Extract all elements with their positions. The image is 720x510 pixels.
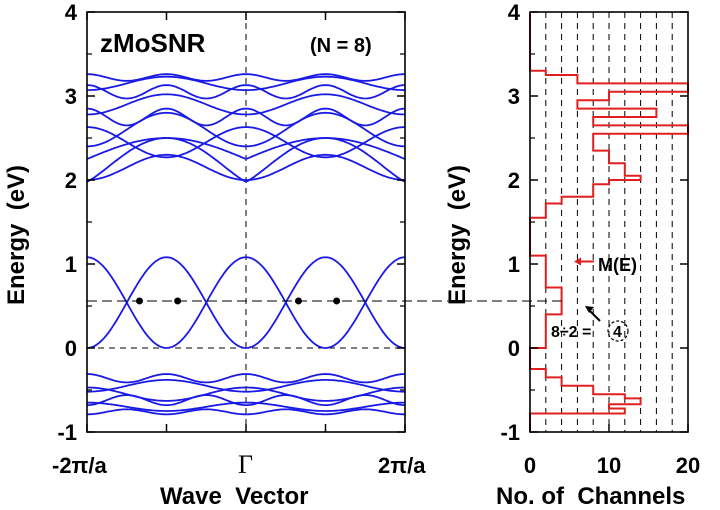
x-tick-gamma: Γ	[238, 450, 253, 479]
left-y-tick-label: -1	[57, 420, 77, 445]
y-axis-title-left: Energy (eV)	[3, 165, 30, 305]
x-axis-title-right: No. of Channels	[496, 483, 685, 510]
channels-step-curve	[529, 12, 689, 432]
band-valence-2	[87, 379, 405, 393]
band-upper-3	[86, 107, 406, 127]
x-axis-title-left: Wave Vector	[160, 483, 309, 510]
mode-count-equation: 8÷2 =	[551, 324, 591, 341]
right-x-tick-label: 20	[676, 453, 700, 478]
band-valence-5	[87, 401, 405, 412]
band-conduction-1	[86, 256, 406, 349]
right-x-tick-label: 0	[524, 453, 536, 478]
x-tick-right: 2π/a	[378, 453, 426, 478]
probe-arrowhead	[585, 306, 594, 313]
band-valence-6	[86, 408, 406, 416]
right-y-tick-label: -1	[500, 420, 520, 445]
result-circle	[607, 320, 629, 342]
band-mid-2	[87, 153, 405, 181]
mode-count-result: 4	[613, 324, 622, 341]
band-upper-8	[86, 137, 406, 160]
right-y-tick-label: 2	[508, 168, 520, 193]
material-label: zMoSNR	[100, 28, 206, 58]
band-upper-5	[86, 84, 406, 100]
left-y-tick-label: 4	[65, 0, 78, 25]
band-mid-1	[86, 137, 406, 183]
ribbon-width-label: (N = 8)	[310, 35, 372, 57]
right-y-tick-label: 0	[508, 336, 520, 361]
band-valence-1	[86, 373, 406, 384]
left-y-tick-label: 1	[65, 252, 77, 277]
left-y-tick-label: 3	[65, 84, 77, 109]
right-y-tick-label: 3	[508, 84, 520, 109]
band-structure-panel: -1 0 1 2 3 4	[57, 0, 406, 445]
band-conduction-2	[86, 256, 406, 349]
x-tick-left: -2π/a	[52, 453, 108, 478]
band-valence-4	[87, 394, 405, 406]
band-upper-4	[86, 93, 406, 116]
me-arrowhead	[574, 257, 581, 266]
right-x-tick-label: 10	[597, 453, 621, 478]
right-y-tick-label: 4	[508, 0, 521, 25]
band-upper-1	[87, 126, 405, 159]
left-y-tick-label: 0	[65, 336, 77, 361]
me-label: M(E)	[598, 255, 637, 275]
band-upper-7	[87, 73, 405, 82]
right-y-tick-label: 1	[508, 252, 520, 277]
left-y-tick-label: 2	[65, 168, 77, 193]
y-axis-title-right: Energy (eV)	[444, 165, 471, 305]
